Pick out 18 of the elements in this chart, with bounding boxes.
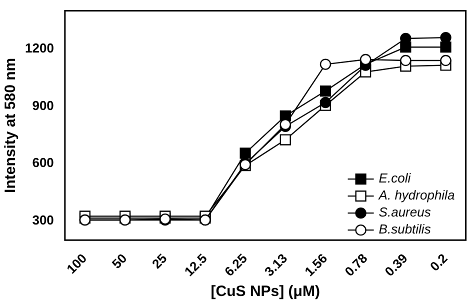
x-axis-title: [CuS NPs] (μM) <box>210 283 320 300</box>
x-tick-label: 0.39 <box>382 250 410 280</box>
x-tick-label: 50 <box>108 250 130 272</box>
y-tick-label: 900 <box>32 98 54 113</box>
x-tick-label: 25 <box>148 250 170 272</box>
y-tick-label: 600 <box>32 155 54 170</box>
y-axis-title: Intensity at 580 nm <box>2 58 20 193</box>
y-tick-label: 1200 <box>25 40 54 56</box>
x-tick-label: 0.2 <box>427 250 450 274</box>
legend-label: A. hydrophila <box>378 188 455 203</box>
x-tick-label: 100 <box>64 250 90 277</box>
y-tick-label: 300 <box>32 212 54 228</box>
x-tick-label: 3.13 <box>262 250 290 280</box>
legend-label: B.subtilis <box>378 222 432 237</box>
x-tick-label: 6.25 <box>221 250 250 280</box>
legend-label: E.coli <box>378 170 412 186</box>
legend-label: S.aureus <box>378 204 432 220</box>
x-tick-label: 0.78 <box>342 250 370 280</box>
